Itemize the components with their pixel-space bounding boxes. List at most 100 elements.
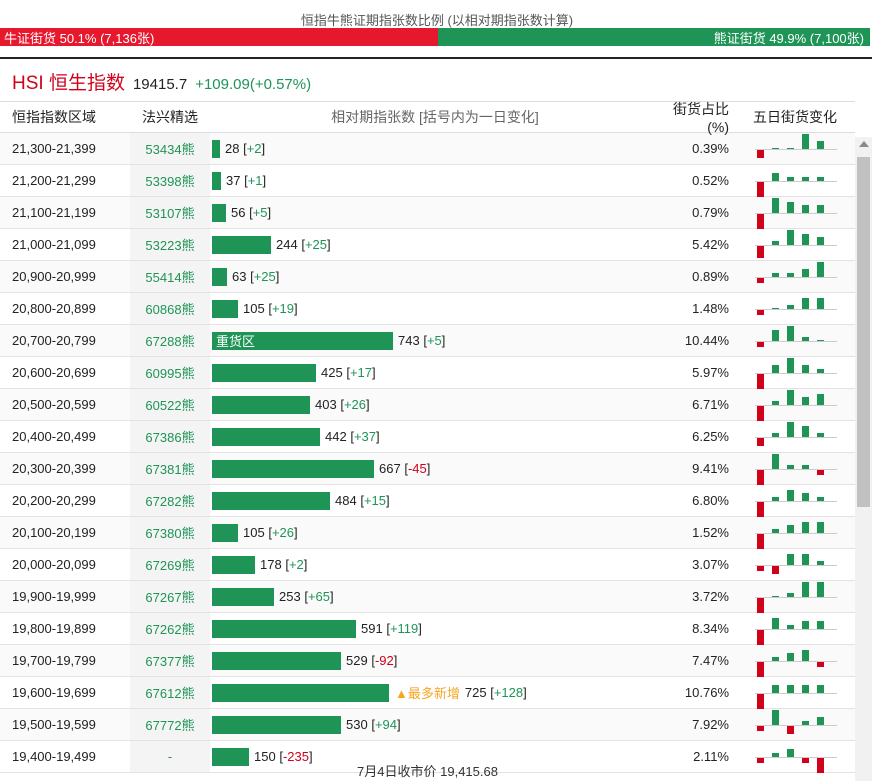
- table-row[interactable]: 20,000-20,099 67269熊 178 [+2] 3.07%: [0, 549, 855, 581]
- daily-change: +1: [247, 173, 263, 188]
- row-pct: 10.76%: [684, 685, 729, 700]
- sparkline-bar: [757, 534, 764, 549]
- contracts-bar: [212, 619, 356, 638]
- table-row[interactable]: 20,900-20,999 55414熊 63 [+25] 0.89%: [0, 261, 855, 293]
- row-pick-link[interactable]: 53107熊: [130, 197, 210, 228]
- scroll-up-arrow-icon[interactable]: [859, 141, 869, 147]
- scrollbar[interactable]: [855, 137, 872, 781]
- sparkline-baseline: [755, 597, 837, 598]
- sparkline-bar: [757, 566, 764, 571]
- row-pct: 0.39%: [692, 141, 729, 156]
- row-pick-link[interactable]: 67612熊: [130, 677, 210, 708]
- table-row[interactable]: 20,300-20,399 67381熊 667 [-45] 9.41%: [0, 453, 855, 485]
- five-day-sparkline: [735, 709, 855, 740]
- row-pct: 3.07%: [692, 557, 729, 572]
- contracts-bar: [212, 203, 226, 222]
- row-pick-link[interactable]: 67288熊: [130, 325, 210, 356]
- bull-ratio-segment[interactable]: 牛证街货 50.1% (7,136张): [0, 28, 438, 46]
- table-row[interactable]: 21,000-21,099 53223熊 244 [+25] 5.42%: [0, 229, 855, 261]
- sparkline-bar: [787, 653, 794, 661]
- bracket-open: [: [367, 717, 375, 732]
- table-body: 21,300-21,399 53434熊 28 [+2] 0.39% 21,200-21…: [0, 133, 855, 773]
- bear-ratio-segment[interactable]: 熊证街货 49.9% (7,100张): [438, 28, 870, 46]
- contracts-count: 425: [321, 365, 343, 380]
- table-row[interactable]: 19,500-19,599 67772熊 530 [+94] 7.92%: [0, 709, 855, 741]
- sparkline-bar: [802, 685, 809, 693]
- sparkline-bar: [817, 685, 824, 693]
- daily-change: +26: [271, 525, 294, 540]
- row-contracts: 425 [+17]: [210, 357, 660, 388]
- row-range: 21,300-21,399: [12, 141, 96, 156]
- row-pick-link[interactable]: 60995熊: [130, 357, 210, 388]
- sparkline-bar: [772, 173, 779, 181]
- five-day-sparkline: [735, 229, 855, 260]
- row-range: 19,800-19,899: [12, 621, 96, 636]
- daily-change: +37: [353, 429, 376, 444]
- contracts-value: 667 [-45]: [379, 461, 430, 476]
- row-pick-link[interactable]: 67377熊: [130, 645, 210, 676]
- five-day-sparkline: [735, 133, 855, 164]
- row-pick-link[interactable]: 53223熊: [130, 229, 210, 260]
- contracts-count: 56: [231, 205, 246, 220]
- contracts-value: 105 [+19]: [243, 301, 298, 316]
- table-row[interactable]: 20,400-20,499 67386熊 442 [+37] 6.25%: [0, 421, 855, 453]
- contracts-value: 105 [+26]: [243, 525, 298, 540]
- index-name[interactable]: HSI 恒生指数: [12, 73, 125, 94]
- row-pick-link[interactable]: 67262熊: [130, 613, 210, 644]
- contracts-value: 63 [+25]: [232, 269, 279, 284]
- row-pick-link[interactable]: 67381熊: [130, 453, 210, 484]
- sparkline-bar: [817, 262, 824, 277]
- contracts-bar: [212, 235, 271, 254]
- table-row[interactable]: 19,800-19,899 67262熊 591 [+119] 8.34%: [0, 613, 855, 645]
- table-row[interactable]: 20,700-20,799 67288熊 重货区 743 [+5] 10.44%: [0, 325, 855, 357]
- daily-change: -92: [374, 653, 394, 668]
- row-pick-link[interactable]: 55414熊: [130, 261, 210, 292]
- table-row[interactable]: 19,400-19,499 - 150 [-235] 2.11%: [0, 741, 855, 773]
- heavy-zone-label: 重货区: [216, 334, 256, 349]
- table-row[interactable]: 20,100-20,199 67380熊 105 [+26] 1.52%: [0, 517, 855, 549]
- sparkline-baseline: [755, 437, 837, 438]
- sparkline-baseline: [755, 245, 837, 246]
- table-row[interactable]: 19,700-19,799 67377熊 529 [-92] 7.47%: [0, 645, 855, 677]
- contracts-bar: [212, 299, 238, 318]
- table-row[interactable]: 19,600-19,699 67612熊 ▲最多新增 725 [+128] 10.76%: [0, 677, 855, 709]
- table-row[interactable]: 20,800-20,899 60868熊 105 [+19] 1.48%: [0, 293, 855, 325]
- sparkline-bar: [772, 710, 779, 725]
- row-range: 19,900-19,999: [12, 589, 96, 604]
- row-pick-link[interactable]: 67282熊: [130, 485, 210, 516]
- table-row[interactable]: 20,500-20,599 60522熊 403 [+26] 6.71%: [0, 389, 855, 421]
- table-row[interactable]: 19,900-19,999 67267熊 253 [+65] 3.72%: [0, 581, 855, 613]
- row-pick-link[interactable]: 67386熊: [130, 421, 210, 452]
- sparkline-baseline: [755, 149, 837, 150]
- bracket-open: [: [300, 589, 308, 604]
- row-pick-link[interactable]: 60522熊: [130, 389, 210, 420]
- row-pick-link[interactable]: 67269熊: [130, 549, 210, 580]
- scrollbar-thumb[interactable]: [857, 157, 870, 507]
- row-pick-link[interactable]: 60868熊: [130, 293, 210, 324]
- sparkline-bar: [787, 272, 794, 277]
- row-pick-link[interactable]: 67772熊: [130, 709, 210, 740]
- row-contracts: 105 [+26]: [210, 517, 660, 548]
- sparkline-bar: [757, 438, 764, 446]
- contracts-bar: [212, 459, 374, 478]
- header-five-day: 五日街货变化: [753, 109, 837, 125]
- contracts-value: 56 [+5]: [231, 205, 271, 220]
- row-pick-link[interactable]: 53398熊: [130, 165, 210, 196]
- table-row[interactable]: 20,200-20,299 67282熊 484 [+15] 6.80%: [0, 485, 855, 517]
- bracket-close: ]: [275, 269, 280, 284]
- contracts-value: 150 [-235]: [254, 749, 313, 764]
- bracket-close: ]: [262, 173, 267, 188]
- table-row[interactable]: 20,600-20,699 60995熊 425 [+17] 5.97%: [0, 357, 855, 389]
- contracts-table: 恒指指数区域 法兴精选 相对期指张数 [括号内为一日变化] 街货占比(%) 五日…: [0, 101, 855, 773]
- table-row[interactable]: 21,200-21,299 53398熊 37 [+1] 0.52%: [0, 165, 855, 197]
- table-row[interactable]: 21,100-21,199 53107熊 56 [+5] 0.79%: [0, 197, 855, 229]
- sparkline-bar: [757, 246, 764, 258]
- row-pick-link[interactable]: 67267熊: [130, 581, 210, 612]
- row-pick-link[interactable]: -: [130, 741, 210, 772]
- sparkline-bar: [787, 326, 794, 341]
- sparkline-bar: [757, 278, 764, 283]
- row-pick-link[interactable]: 67380熊: [130, 517, 210, 548]
- row-pick-link[interactable]: 53434熊: [130, 133, 210, 164]
- table-row[interactable]: 21,300-21,399 53434熊 28 [+2] 0.39%: [0, 133, 855, 165]
- sparkline-bar: [817, 758, 824, 773]
